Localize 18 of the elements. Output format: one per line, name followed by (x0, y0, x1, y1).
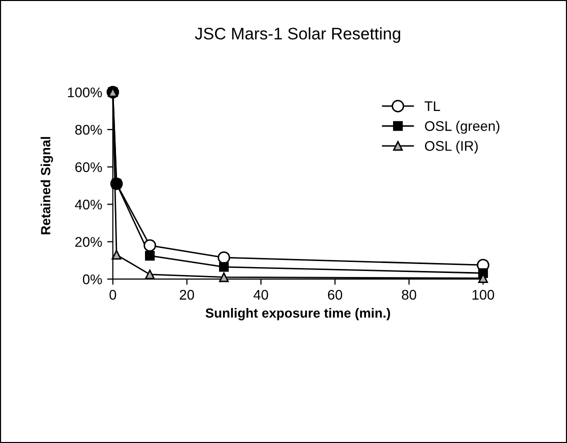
x-tick-label: 100 (472, 290, 494, 300)
y-tick-label: 20% (75, 237, 102, 247)
legend-label: OSL (green) (424, 120, 500, 134)
x-tick-label: 40 (254, 290, 268, 300)
y-tick-label: 40% (74, 200, 102, 210)
x-tick-label: 20 (180, 290, 194, 300)
legend-label: OSL (IR) (424, 140, 478, 154)
y-tick-label: 60% (75, 162, 102, 172)
y-axis-title: Retained Signal (40, 137, 54, 234)
x-axis-title: Sunlight exposure time (min.) (206, 308, 390, 320)
y-tick-label: 0% (82, 274, 102, 284)
x-tick-label: 0 (110, 290, 116, 300)
y-tick-label: 80% (75, 124, 102, 135)
y-tick-label: 100% (68, 87, 102, 98)
legend-label: TL (424, 101, 440, 111)
chart-title: JSC Mars-1 Solar Resetting (194, 27, 400, 43)
x-tick-label: 60 (328, 290, 342, 300)
x-tick-label: 80 (402, 290, 416, 300)
